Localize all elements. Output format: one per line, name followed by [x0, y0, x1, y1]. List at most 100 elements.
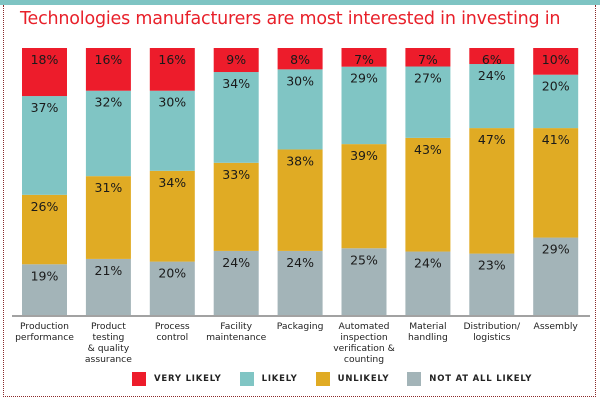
bar-segment-not-at-all-likely-distribution-logistics — [469, 253, 515, 315]
data-label-not-at-all-likely-assembly: 29% — [542, 242, 570, 257]
data-label-very-likely-facility-maintenance: 9% — [226, 52, 246, 67]
data-label-not-at-all-likely-distribution-logistics: 23% — [478, 258, 506, 273]
x-tick-label-line: testing — [92, 332, 125, 343]
data-label-likely-facility-maintenance: 34% — [222, 76, 250, 91]
bar-segment-unlikely-automated-inspection-verification-counting — [341, 144, 387, 249]
chart-frame — [3, 5, 596, 397]
x-tick-label-line: Assembly — [533, 321, 578, 332]
legend-item-not-at-all-likely: NOT AT ALL LIKELY — [407, 372, 532, 386]
x-tick-label-process-control: Process control — [134, 321, 210, 343]
legend-swatch-not-at-all-likely — [407, 372, 422, 386]
x-tick-label-production-performance: Production performance — [7, 321, 83, 343]
bar-segment-likely-material-handling — [405, 66, 451, 138]
data-label-likely-packaging: 30% — [286, 73, 314, 88]
x-tick-label-automated-inspection-verification-counting: Automated inspection verification & countin… — [326, 321, 402, 365]
bar-segment-not-at-all-likely-material-handling — [405, 251, 451, 315]
legend-label-very-likely: VERY LIKELY — [154, 374, 222, 384]
data-label-unlikely-production-performance: 26% — [31, 199, 59, 214]
bar-segment-not-at-all-likely-process-control — [149, 261, 195, 315]
top-accent-rule — [0, 0, 600, 5]
data-label-unlikely-facility-maintenance: 33% — [222, 167, 250, 182]
data-label-very-likely-process-control: 16% — [158, 52, 186, 67]
data-label-not-at-all-likely-packaging: 24% — [286, 255, 314, 270]
x-tick-label-line: control — [156, 332, 189, 343]
data-label-likely-process-control: 30% — [158, 95, 186, 110]
x-tick-label-line: performance — [15, 332, 74, 343]
x-tick-label-line: Packaging — [276, 321, 324, 332]
bar-segment-not-at-all-likely-product-testing-quality-assurance — [85, 258, 131, 315]
bar-segment-very-likely-product-testing-quality-assurance — [85, 48, 131, 91]
bar-segment-likely-production-performance — [22, 96, 67, 195]
bar-segment-likely-product-testing-quality-assurance — [85, 90, 131, 177]
data-label-very-likely-product-testing-quality-assurance: 16% — [95, 52, 123, 67]
data-label-very-likely-distribution-logistics: 6% — [482, 52, 502, 67]
legend-item-likely: LIKELY — [239, 372, 298, 386]
data-label-unlikely-distribution-logistics: 47% — [478, 132, 506, 147]
data-label-not-at-all-likely-production-performance: 19% — [31, 268, 59, 283]
bar-segment-unlikely-assembly — [533, 128, 579, 238]
x-tick-label-line: Facility — [220, 321, 253, 332]
legend-swatch-likely — [239, 372, 254, 386]
bar-segment-unlikely-production-performance — [22, 194, 67, 265]
bar-segment-not-at-all-likely-production-performance — [22, 264, 67, 315]
x-tick-label-product-testing-quality-assurance: Product testing & quality assurance — [70, 321, 146, 365]
x-tick-label-line: assurance — [84, 354, 132, 365]
data-label-very-likely-packaging: 8% — [290, 52, 310, 67]
bar-segment-unlikely-facility-maintenance — [213, 162, 259, 251]
bar-segment-very-likely-process-control — [149, 48, 195, 91]
x-tick-label-distribution-logistics: Distribution/logistics — [454, 321, 530, 343]
legend-label-likely: LIKELY — [261, 374, 298, 384]
x-tick-label-line: Process — [154, 321, 190, 332]
data-label-not-at-all-likely-facility-maintenance: 24% — [222, 255, 250, 270]
bar-segment-unlikely-distribution-logistics — [469, 128, 515, 254]
data-label-not-at-all-likely-product-testing-quality-assurance: 21% — [95, 263, 123, 278]
bar-segment-likely-facility-maintenance — [213, 72, 259, 163]
data-label-unlikely-automated-inspection-verification-counting: 39% — [350, 148, 378, 163]
data-label-likely-automated-inspection-verification-counting: 29% — [350, 71, 378, 86]
bar-segment-not-at-all-likely-automated-inspection-verification-counting — [341, 248, 387, 315]
bar-segment-unlikely-packaging — [277, 149, 323, 251]
bar-segment-unlikely-material-handling — [405, 137, 451, 252]
x-tick-label-line: Material — [409, 321, 447, 332]
x-tick-label-line: inspection — [340, 332, 388, 343]
legend: VERY LIKELY LIKELY UNLIKELY NOT AT ALL LIKE… — [132, 372, 550, 386]
data-label-unlikely-packaging: 38% — [286, 153, 314, 168]
x-tick-label-line: logistics — [473, 332, 511, 343]
x-tick-label-line: Automated — [338, 321, 390, 332]
x-tick-label-line: Production — [20, 321, 69, 332]
bar-segment-not-at-all-likely-facility-maintenance — [213, 250, 259, 315]
bar-segment-not-at-all-likely-packaging — [277, 250, 323, 315]
data-label-unlikely-assembly: 41% — [542, 132, 570, 147]
x-tick-label-line: Product — [90, 321, 126, 332]
bar-segment-likely-packaging — [277, 69, 323, 150]
data-label-likely-distribution-logistics: 24% — [478, 68, 506, 83]
bar-segment-very-likely-packaging — [277, 48, 323, 70]
data-label-unlikely-product-testing-quality-assurance: 31% — [95, 180, 123, 195]
legend-item-unlikely: UNLIKELY — [315, 372, 390, 386]
bar-segment-likely-process-control — [149, 90, 195, 171]
x-tick-label-line: & quality — [87, 343, 130, 354]
bar-segment-likely-assembly — [533, 74, 579, 129]
legend-label-unlikely: UNLIKELY — [337, 374, 390, 384]
data-label-very-likely-assembly: 10% — [542, 52, 570, 67]
x-tick-label-line: verification & — [333, 343, 395, 354]
data-label-not-at-all-likely-material-handling: 24% — [414, 256, 442, 271]
data-label-not-at-all-likely-automated-inspection-verification-counting: 25% — [350, 252, 378, 267]
data-label-not-at-all-likely-process-control: 20% — [158, 266, 186, 281]
x-tick-label-line: handling — [407, 332, 448, 343]
bars-group: 19% 26% 37% 18% 21% 31% 32% 16% 20% 34% 30% 16% 24% 3… — [22, 48, 579, 315]
x-tick-label-line: maintenance — [206, 332, 267, 343]
x-tick-label-assembly: Assembly — [518, 321, 594, 332]
x-tick-label-packaging: Packaging — [262, 321, 338, 332]
legend-label-not-at-all-likely: NOT AT ALL LIKELY — [429, 374, 533, 384]
bar-segment-very-likely-production-performance — [22, 48, 67, 97]
bar-segment-very-likely-facility-maintenance — [213, 48, 259, 73]
data-label-likely-product-testing-quality-assurance: 32% — [95, 95, 123, 110]
data-label-unlikely-process-control: 34% — [158, 175, 186, 190]
bar-segment-likely-distribution-logistics — [469, 64, 515, 129]
legend-swatch-very-likely — [132, 372, 146, 386]
chart-title: Technologies manufacturers are most inte… — [20, 9, 561, 29]
bar-segment-likely-automated-inspection-verification-counting — [341, 66, 387, 145]
x-tick-label-line: counting — [343, 354, 385, 365]
